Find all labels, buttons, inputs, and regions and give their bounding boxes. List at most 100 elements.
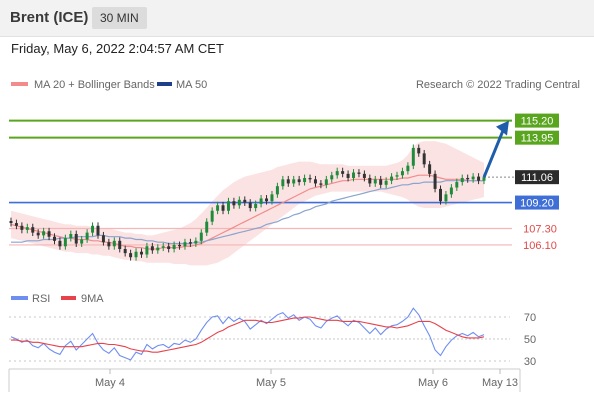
- candle-body: [335, 171, 339, 176]
- candle: [346, 170, 350, 182]
- candle: [226, 197, 230, 215]
- level-label-109.20: 109.20: [520, 198, 554, 210]
- candle-body: [433, 173, 437, 189]
- price-panel: 115.20 113.95 111.06 109.20 107.30 106.10: [9, 113, 559, 266]
- candle-body: [428, 164, 432, 174]
- candle: [460, 174, 464, 186]
- candle-body: [400, 171, 404, 176]
- candle: [439, 185, 443, 205]
- candle: [395, 171, 399, 181]
- candle: [167, 242, 171, 253]
- candle-body: [324, 179, 328, 185]
- ma20-legend-label: MA 20 + Bollinger Bands: [34, 79, 155, 91]
- candle: [313, 175, 317, 187]
- candle: [433, 170, 437, 193]
- candle: [477, 173, 481, 185]
- candle: [118, 237, 122, 253]
- candle: [292, 175, 296, 187]
- chart-header: Brent (ICE) 30 MIN: [0, 0, 594, 37]
- candle-body: [232, 201, 236, 206]
- candle: [308, 174, 312, 183]
- level-label-107.30: 107.30: [523, 224, 557, 236]
- candle: [449, 184, 453, 198]
- candle-body: [243, 199, 247, 203]
- candle-body: [188, 242, 192, 244]
- projection-arrow-line: [482, 130, 505, 178]
- candle-body: [362, 173, 366, 178]
- candle-body: [167, 246, 171, 250]
- candle: [80, 236, 84, 247]
- candle: [101, 231, 105, 246]
- candle: [161, 242, 165, 252]
- candle: [129, 249, 133, 261]
- x-tick-label: May 13: [482, 377, 518, 389]
- candle-body: [444, 194, 448, 202]
- candle-body: [63, 238, 67, 247]
- candle-body: [42, 231, 46, 236]
- candle: [286, 175, 290, 187]
- candle-body: [439, 188, 443, 202]
- candle-body: [226, 201, 230, 211]
- ma50-line: [11, 180, 484, 245]
- candle-body: [134, 251, 138, 258]
- candle-body: [58, 240, 62, 247]
- candle: [52, 233, 56, 245]
- candle-body: [91, 225, 95, 233]
- candle: [107, 238, 111, 250]
- candle: [362, 170, 366, 182]
- candle-body: [194, 240, 198, 244]
- candle-body: [139, 251, 143, 255]
- candle-body: [303, 177, 307, 183]
- candle: [205, 218, 209, 237]
- candle-body: [319, 183, 323, 185]
- candle-body: [449, 187, 453, 195]
- candle: [199, 229, 203, 245]
- level-tag-111.06: [515, 170, 559, 185]
- candle: [417, 144, 421, 157]
- candle: [357, 169, 361, 178]
- candle: [31, 223, 35, 237]
- candle-body: [36, 232, 40, 236]
- candle: [85, 229, 89, 243]
- timeframe-badge[interactable]: 30 MIN: [92, 7, 147, 29]
- candle-body: [248, 202, 252, 209]
- candle: [368, 174, 372, 187]
- projection-arrow-head: [496, 120, 509, 136]
- candle: [324, 175, 328, 189]
- candle: [455, 178, 459, 191]
- candle-body: [47, 231, 51, 237]
- candle: [248, 199, 252, 212]
- candle-body: [357, 172, 361, 174]
- candle-body: [270, 194, 274, 202]
- level-tag-115.20: [515, 113, 559, 128]
- candle-body: [259, 198, 263, 204]
- candle: [20, 222, 24, 234]
- candle-body: [330, 175, 334, 180]
- candle: [221, 201, 225, 215]
- candle: [373, 175, 377, 187]
- candle-body: [352, 172, 356, 178]
- candle-body: [373, 179, 377, 184]
- candle-body: [210, 210, 214, 222]
- level-tag-113.95: [515, 130, 559, 145]
- candle-body: [422, 153, 426, 165]
- candle-body: [477, 176, 481, 181]
- candle: [139, 248, 143, 258]
- ma20-legend-swatch: [11, 82, 28, 86]
- candle-body: [406, 165, 410, 172]
- candle: [112, 237, 116, 250]
- candle: [145, 242, 149, 258]
- candle-body: [265, 198, 269, 202]
- candle: [400, 167, 404, 179]
- candle-body: [471, 176, 475, 180]
- candle-body: [107, 242, 111, 247]
- candle-body: [216, 205, 220, 211]
- candle-body: [112, 240, 116, 247]
- rsi-legend-swatch: [11, 296, 28, 300]
- candle-body: [161, 246, 165, 248]
- candle-body: [31, 227, 35, 233]
- candle-body: [178, 244, 182, 247]
- ma9-legend-label: 9MA: [81, 293, 104, 305]
- candle-body: [145, 246, 149, 255]
- candle: [178, 241, 182, 250]
